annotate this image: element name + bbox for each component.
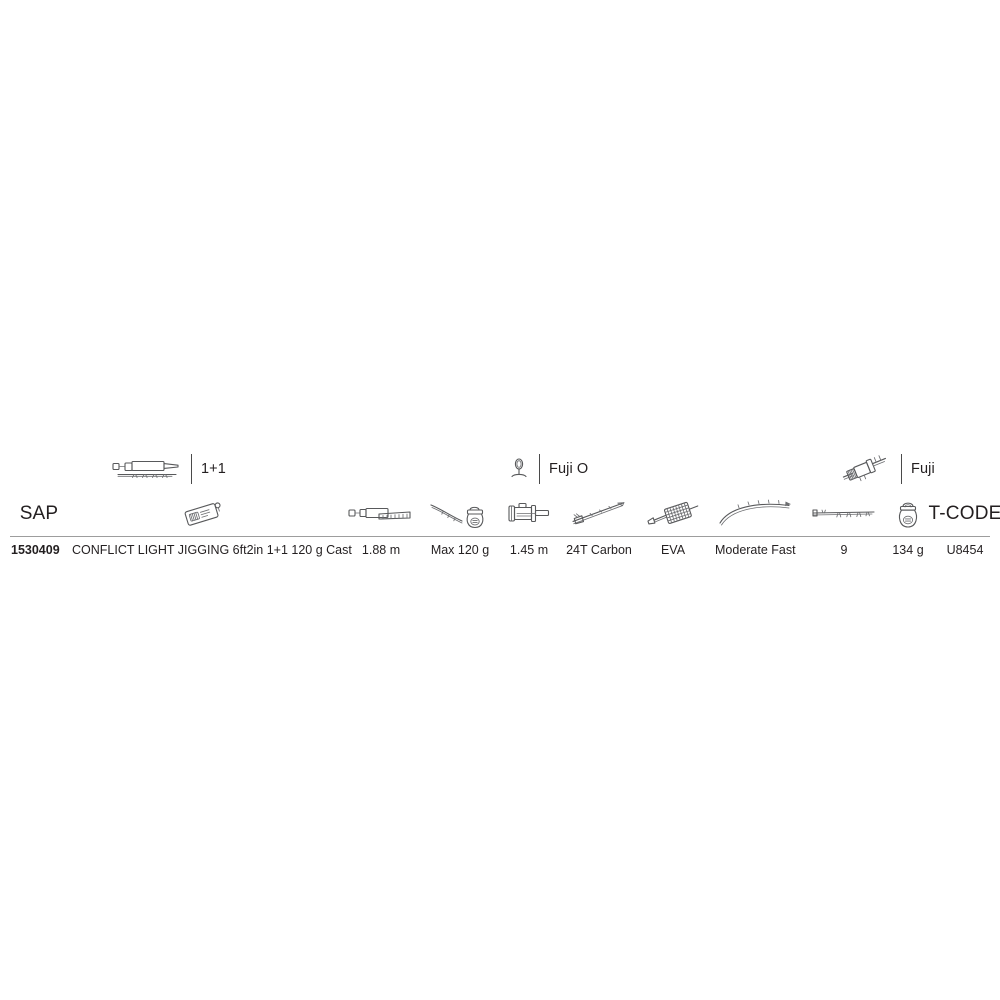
feature-divider — [539, 454, 540, 484]
cell-blank-material: 24T Carbon — [566, 543, 632, 557]
feature-guides-brand: Fuji O — [508, 452, 588, 486]
cell-casting-weight: Max 120 g — [430, 543, 490, 557]
cell-sap: 1530409 — [11, 543, 60, 557]
cell-action: Moderate Fast — [715, 543, 796, 557]
column-header-product-name — [166, 492, 240, 536]
feature-rod-sections: 1+1 — [110, 452, 226, 486]
column-header-action — [715, 492, 795, 536]
table-row: 1530409 CONFLICT LIGHT JIGGING 6ft2in 1+… — [0, 538, 1000, 562]
table-divider-rule — [10, 536, 990, 537]
product-tag-icon — [180, 499, 226, 529]
cell-product-name: CONFLICT LIGHT JIGGING 6ft2in 1+1 120 g … — [72, 543, 352, 557]
column-header-casting-weight — [428, 492, 492, 536]
column-header-blank-material — [566, 492, 632, 536]
column-header-handle-material — [642, 492, 704, 536]
grip-material-icon — [644, 498, 702, 530]
cell-transport-length: 1.45 m — [509, 543, 549, 557]
cell-tcode: U8454 — [946, 543, 984, 557]
column-header-weight — [884, 492, 932, 536]
rod-weight-kettlebell-icon — [893, 497, 923, 531]
feature-rod-sections-label: 1+1 — [201, 460, 226, 477]
blank-material-icon — [568, 499, 630, 529]
rod-sections-icon — [110, 455, 182, 483]
casting-weight-icon — [429, 497, 491, 531]
guides-count-icon — [810, 502, 878, 526]
guide-ring-icon — [508, 455, 530, 483]
column-header-tcode: T-CODE — [928, 503, 1000, 524]
feature-reel-seat-brand-label: Fuji — [911, 460, 935, 477]
column-header-transport-length — [501, 492, 557, 536]
column-header-guides — [808, 492, 880, 536]
rod-length-ruler-icon — [347, 501, 415, 527]
cell-length: 1.88 m — [361, 543, 401, 557]
reel-seat-icon — [840, 455, 892, 483]
feature-divider — [191, 454, 192, 484]
feature-reel-seat-brand: Fuji — [840, 452, 935, 486]
cell-handle-material: EVA — [660, 543, 686, 557]
transport-length-icon — [506, 498, 552, 530]
column-header-length — [345, 492, 417, 536]
cell-weight: 134 g — [892, 543, 924, 557]
feature-divider — [901, 454, 902, 484]
column-header-sap: SAP — [19, 503, 59, 524]
rod-action-icon — [717, 499, 793, 529]
cell-guides: 9 — [840, 543, 848, 557]
spec-table-header: SAP — [0, 492, 1000, 536]
feature-guides-brand-label: Fuji O — [549, 460, 589, 477]
